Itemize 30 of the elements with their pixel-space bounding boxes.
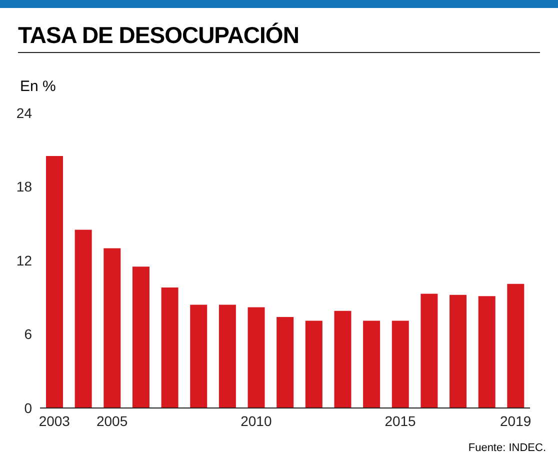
bar [104, 248, 121, 408]
bar [248, 307, 265, 408]
y-axis-title: En % [20, 78, 56, 95]
bar [478, 296, 496, 408]
source-note: Fuente: INDEC. [468, 442, 546, 454]
x-tick-label: 2015 [384, 412, 416, 429]
bar [190, 304, 208, 408]
x-tick-label: 2003 [38, 412, 70, 429]
y-tick-label: 12 [16, 252, 32, 268]
bar [334, 310, 352, 408]
y-tick-label: 6 [24, 326, 32, 342]
chart-title: TASA DE DESOCUPACIÓN [18, 22, 299, 49]
bar [507, 284, 524, 408]
x-tick-label: 2010 [240, 412, 272, 429]
y-tick-label: 18 [16, 178, 32, 195]
bar [363, 320, 380, 408]
bar [276, 317, 294, 408]
y-tick-label: 24 [16, 104, 32, 121]
y-tick-label: 0 [24, 400, 32, 416]
bar [218, 304, 236, 408]
bar [305, 320, 322, 408]
x-tick-label: 2019 [500, 412, 532, 429]
bar [392, 320, 409, 408]
bar [74, 230, 92, 408]
bar [132, 266, 150, 408]
bar [46, 156, 63, 408]
bar [420, 294, 438, 408]
bar [450, 294, 467, 408]
x-tick-label: 2005 [96, 412, 128, 429]
bar [161, 288, 178, 408]
